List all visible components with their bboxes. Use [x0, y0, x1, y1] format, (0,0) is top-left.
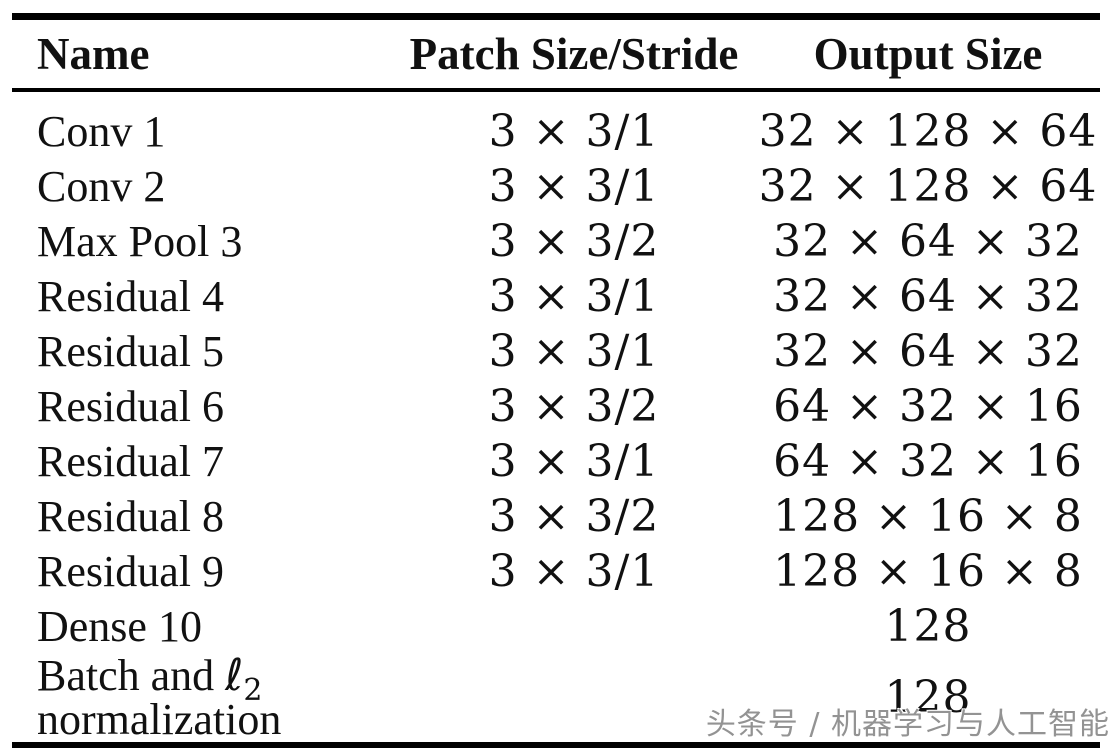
cell-output-size: 32 × 64 × 32: [773, 325, 1083, 377]
table-row: Conv 1 3 × 3/1 32 × 128 × 64: [12, 90, 1100, 159]
cell-name: Batch and ℓ2 normalization: [12, 654, 392, 746]
cell-patch-size-stride: 3 × 3/1: [488, 545, 660, 597]
cell-output-size: 32 × 128 × 64: [758, 160, 1098, 212]
cell-patch-size-stride: 3 × 3/1: [488, 160, 660, 212]
watermark-text: 头条号 / 机器学习与人工智能: [705, 707, 1110, 742]
cell-output-size: 32 × 64 × 32: [773, 215, 1083, 267]
cell-name: Conv 1: [37, 106, 166, 156]
table-row: Residual 4 3 × 3/1 32 × 64 × 32: [12, 269, 1100, 324]
table-row: Conv 2 3 × 3/1 32 × 128 × 64: [12, 159, 1100, 214]
cell-output-size: 128 × 16 × 8: [773, 545, 1083, 597]
table-header-row: Name Patch Size/Stride Output Size: [12, 16, 1100, 92]
ell-2-symbol: ℓ2: [225, 650, 263, 708]
table-row: Residual 9 3 × 3/1 128 × 16 × 8: [12, 544, 1100, 599]
column-header-name: Name: [12, 16, 392, 92]
cell-patch-size-stride: 3 × 3/1: [488, 435, 660, 487]
cell-output-size: 32 × 64 × 32: [773, 270, 1083, 322]
table-row: Residual 6 3 × 3/2 64 × 32 × 16: [12, 379, 1100, 434]
table-row: Residual 7 3 × 3/1 64 × 32 × 16: [12, 434, 1100, 489]
cnn-architecture-table: Name Patch Size/Stride Output Size Conv …: [12, 13, 1100, 748]
batch-norm-label-prefix: Batch and: [37, 651, 226, 700]
cell-output-size: 32 × 128 × 64: [758, 105, 1098, 157]
cell-output-size: 128: [884, 672, 972, 723]
table-row: Dense 10 128: [12, 599, 1100, 654]
cell-name: Residual 9: [37, 546, 224, 596]
cell-name: Residual 4: [37, 271, 224, 321]
cell-patch-size-stride: 3 × 3/1: [488, 270, 660, 322]
cell-output-size: 64 × 32 × 16: [773, 435, 1083, 487]
cell-name: Residual 6: [37, 381, 224, 431]
column-header-patch-size-stride: Patch Size/Stride: [392, 16, 756, 92]
table-row: Residual 5 3 × 3/1 32 × 64 × 32: [12, 324, 1100, 379]
batch-norm-label-suffix: normalization: [37, 695, 282, 744]
cell-name: Residual 7: [37, 436, 224, 486]
column-header-output-size: Output Size: [756, 16, 1100, 92]
cell-name: Residual 8: [37, 491, 224, 541]
cell-name: Residual 5: [37, 326, 224, 376]
cell-name: Dense 10: [37, 601, 202, 651]
table-row: Batch and ℓ2 normalization 128: [12, 654, 1100, 746]
cell-patch-size-stride: 3 × 3/2: [488, 380, 660, 432]
cell-patch-size-stride: 3 × 3/1: [488, 325, 660, 377]
cell-output-size: 128: [884, 600, 972, 652]
cell-name: Max Pool 3: [37, 216, 243, 266]
table-row: Max Pool 3 3 × 3/2 32 × 64 × 32: [12, 214, 1100, 269]
cell-patch-size-stride: 3 × 3/2: [488, 490, 660, 542]
table-row: Residual 8 3 × 3/2 128 × 16 × 8: [12, 489, 1100, 544]
cell-patch-size-stride: 3 × 3/1: [488, 105, 660, 157]
cell-output-size: 128 × 16 × 8: [773, 490, 1083, 542]
cell-output-size: 64 × 32 × 16: [773, 380, 1083, 432]
cell-patch-size-stride: [392, 654, 756, 746]
cell-patch-size-stride: 3 × 3/2: [488, 215, 660, 267]
cell-patch-size-stride: [392, 599, 756, 654]
cell-name: Conv 2: [37, 161, 166, 211]
